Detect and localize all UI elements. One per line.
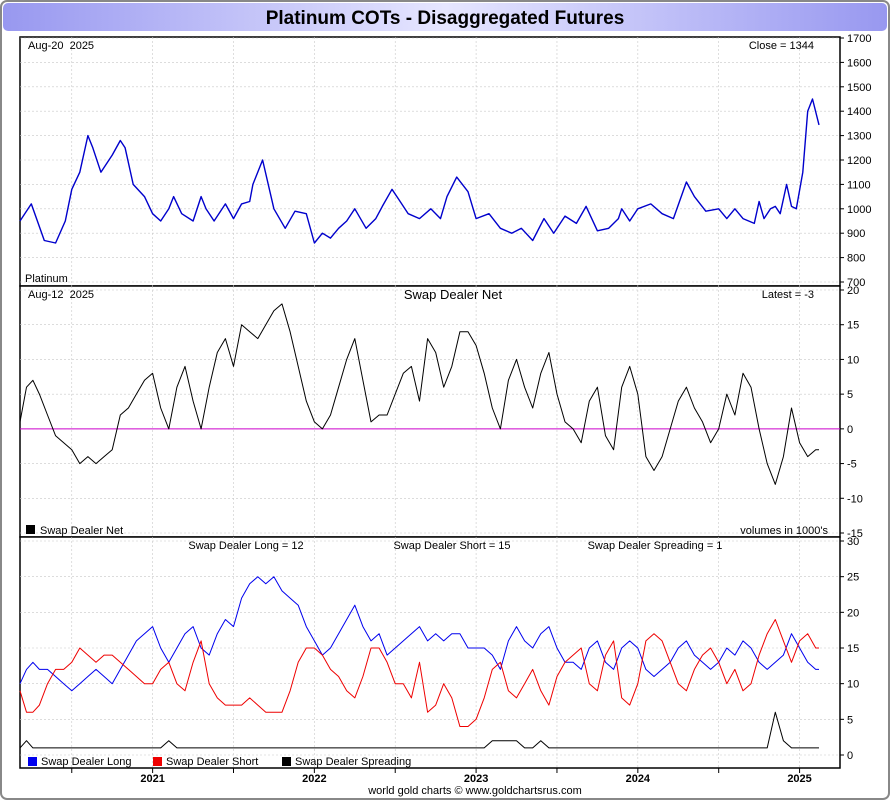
y-tick-label: 1100: [847, 179, 871, 191]
x-year-label: 2022: [302, 773, 326, 785]
net-panel: [19, 285, 841, 538]
long-legend-label: Swap Dealer Long: [41, 756, 132, 768]
x-year-label: 2023: [464, 773, 488, 785]
swap-dealer-spreading-line: [19, 711, 819, 749]
spreading-value-label: Swap Dealer Spreading = 1: [588, 540, 723, 552]
page-title: Platinum COTs - Disaggregated Futures: [266, 8, 625, 29]
y-tick-label: 15: [847, 643, 859, 655]
y-tick-label: 1500: [847, 82, 871, 94]
price-close-label: Close = 1344: [749, 40, 814, 52]
y-tick-label: 1700: [847, 33, 871, 45]
price-panel: [19, 36, 841, 287]
short-value-label: Swap Dealer Short = 15: [393, 540, 510, 552]
footer-credit: world gold charts © www.goldchartsrus.co…: [367, 785, 582, 797]
long-legend-swatch: [28, 757, 37, 766]
grid-layer: [20, 37, 840, 768]
y-tick-label: -15: [847, 528, 863, 540]
y-tick-label: 1000: [847, 204, 871, 216]
spreading-legend-label: Swap Dealer Spreading: [295, 756, 411, 768]
net-units-label: volumes in 1000's: [740, 525, 828, 537]
net-latest-label: Latest = -3: [762, 289, 814, 301]
spreading-legend-swatch: [282, 757, 291, 766]
long-value-label: Swap Dealer Long = 12: [188, 540, 303, 552]
y-tick-label: 900: [847, 228, 865, 240]
net-date-label: Aug-12 2025: [28, 289, 94, 301]
short-legend-swatch: [153, 757, 162, 766]
y-tick-label: 800: [847, 253, 865, 265]
y-tick-label: 5: [847, 389, 853, 401]
axis-layer: 2021 2022 2023 2024 202570080090010001100120…: [71, 33, 871, 785]
y-tick-label: 10: [847, 679, 859, 691]
y-tick-label: 25: [847, 572, 859, 584]
price-date-label: Aug-20 2025: [28, 40, 94, 52]
swap-dealer-net-line: [19, 303, 819, 485]
y-tick-label: 10: [847, 354, 859, 366]
y-tick-label: 15: [847, 320, 859, 332]
x-year-label: 2024: [626, 773, 651, 785]
y-tick-label: 0: [847, 750, 853, 762]
y-tick-label: 1400: [847, 106, 871, 118]
y-tick-label: -5: [847, 459, 857, 471]
y-tick-label: 1200: [847, 155, 871, 167]
y-tick-label: 20: [847, 607, 859, 619]
y-tick-label: 30: [847, 536, 859, 548]
swap-dealer-short-line: [19, 619, 819, 727]
y-tick-label: 5: [847, 714, 853, 726]
y-tick-label: 20: [847, 285, 859, 297]
swap-dealer-long-line: [19, 576, 819, 692]
y-tick-label: 1600: [847, 57, 871, 69]
x-year-label: 2025: [787, 773, 811, 785]
y-tick-label: -10: [847, 493, 863, 505]
x-year-label: 2021: [140, 773, 164, 785]
y-tick-label: 1300: [847, 131, 871, 143]
price-line: [19, 98, 820, 244]
positions-panel: [19, 536, 841, 769]
net-legend-swatch: [26, 525, 35, 534]
net-panel-title: Swap Dealer Net: [404, 287, 503, 302]
price-commodity-label: Platinum: [25, 273, 68, 285]
y-tick-label: 700: [847, 277, 865, 289]
title-bar: [3, 3, 887, 31]
net-legend-label: Swap Dealer Net: [40, 525, 123, 537]
short-legend-label: Swap Dealer Short: [166, 756, 258, 768]
y-tick-label: 0: [847, 424, 853, 436]
series-layer: [19, 98, 820, 749]
